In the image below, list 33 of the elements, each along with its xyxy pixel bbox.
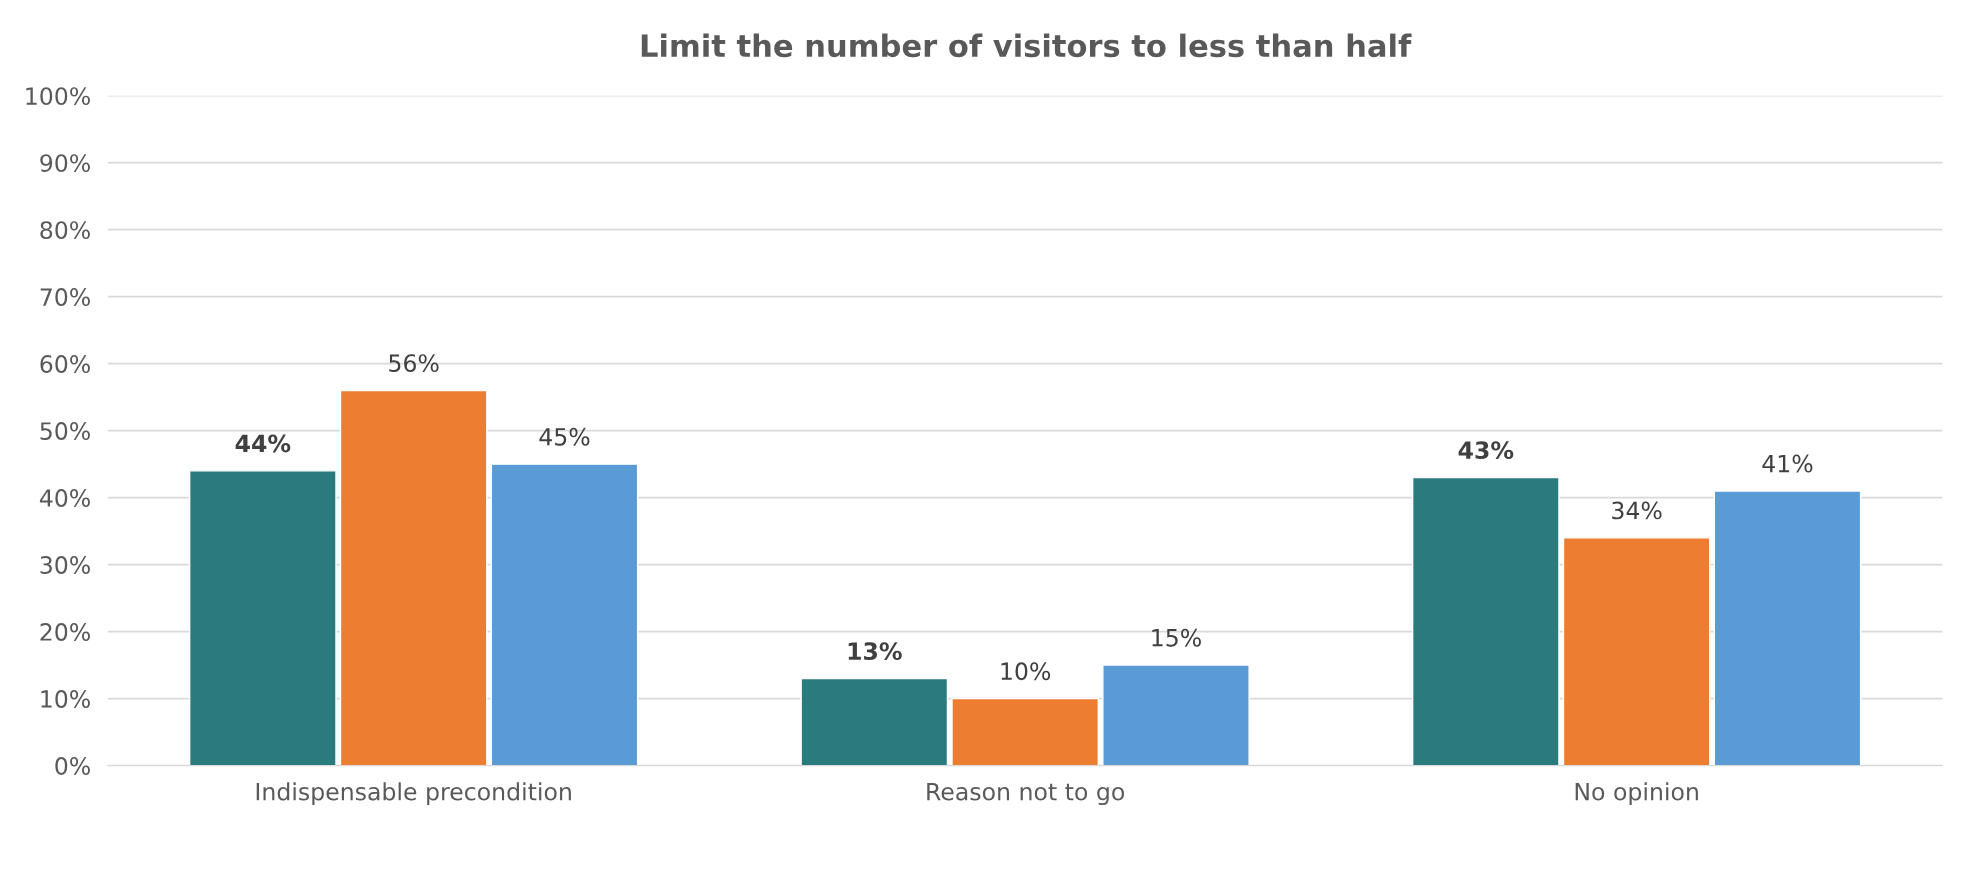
bar bbox=[1562, 537, 1711, 766]
data-label: 56% bbox=[389, 354, 439, 372]
y-tick-label: 70% bbox=[40, 288, 90, 306]
y-tick-label: 10% bbox=[41, 690, 90, 708]
data-label: 44% bbox=[235, 434, 291, 453]
data-label: 41% bbox=[1762, 454, 1813, 473]
y-tick-label: 0% bbox=[55, 757, 90, 775]
data-label: 10% bbox=[1001, 662, 1051, 681]
y-tick-label: 60% bbox=[40, 355, 90, 373]
data-label: 43% bbox=[1458, 441, 1514, 460]
bar bbox=[188, 470, 337, 766]
y-tick-label: 30% bbox=[40, 556, 90, 574]
data-label: 15% bbox=[1152, 628, 1201, 647]
data-label: 13% bbox=[848, 642, 902, 661]
x-tick-label: No opinion bbox=[1575, 782, 1698, 806]
bar bbox=[1102, 664, 1250, 766]
chart-title: Limit the number of visitors to less than half bbox=[641, 33, 1412, 58]
data-label: 45% bbox=[539, 427, 590, 446]
bar bbox=[339, 389, 488, 766]
bar bbox=[1713, 490, 1862, 766]
y-tick-label: 20% bbox=[40, 623, 90, 641]
bar bbox=[1411, 476, 1560, 766]
x-tick-label: Indispensable precondition bbox=[256, 782, 571, 806]
bar bbox=[800, 677, 949, 766]
bar bbox=[490, 463, 639, 766]
x-tick-label: Reason not to go bbox=[927, 782, 1125, 806]
y-tick-label: 40% bbox=[39, 489, 90, 507]
y-tick-label: 50% bbox=[40, 422, 90, 440]
data-label: 34% bbox=[1612, 501, 1662, 520]
bar bbox=[951, 697, 1099, 766]
y-tick-label: 90% bbox=[40, 154, 90, 172]
y-tick-label: 80% bbox=[40, 221, 90, 239]
y-tick-label: 100% bbox=[26, 87, 90, 106]
